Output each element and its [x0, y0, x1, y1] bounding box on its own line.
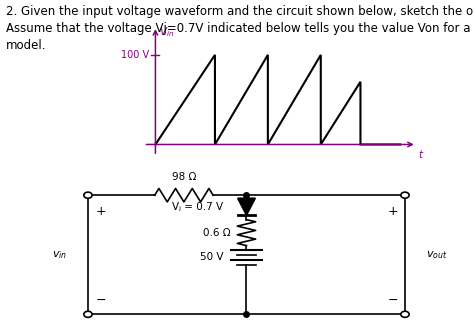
Text: −: − [95, 294, 106, 307]
Polygon shape [238, 198, 255, 215]
Text: $v_{in}$: $v_{in}$ [52, 249, 67, 261]
Text: 2. Given the input voltage waveform and the circuit shown below, sketch the outp: 2. Given the input voltage waveform and … [6, 5, 474, 52]
Text: 0.6 Ω: 0.6 Ω [203, 227, 231, 238]
Circle shape [401, 192, 409, 198]
Text: 100 V: 100 V [121, 50, 149, 60]
Text: +: + [95, 206, 106, 218]
Text: −: − [387, 294, 398, 307]
Circle shape [84, 192, 92, 198]
Text: $V_{in}$: $V_{in}$ [159, 25, 174, 39]
Text: +: + [387, 206, 398, 218]
Text: 50 V: 50 V [200, 252, 224, 262]
Circle shape [84, 311, 92, 318]
Text: $v_{out}$: $v_{out}$ [426, 249, 447, 261]
Circle shape [401, 311, 409, 318]
Text: $t$: $t$ [418, 148, 424, 160]
Text: 98 Ω: 98 Ω [172, 172, 196, 182]
Text: Vⱼ = 0.7 V: Vⱼ = 0.7 V [173, 202, 224, 212]
